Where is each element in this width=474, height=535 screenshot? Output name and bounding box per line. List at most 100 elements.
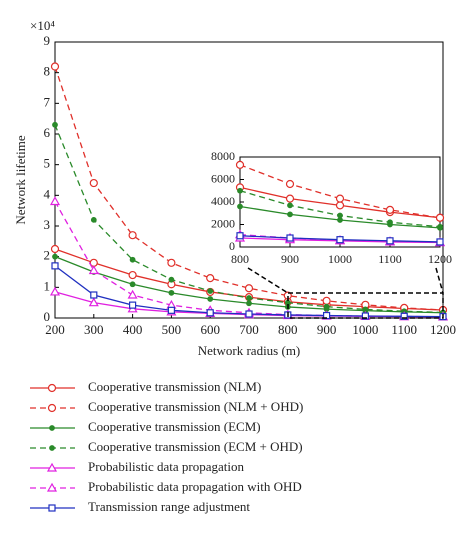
marker [129,256,136,263]
y-tick-label: 9 [44,33,51,48]
marker [435,213,445,222]
y-axis-label: Network lifetime [13,135,28,224]
zoom-box [287,292,444,319]
y-tick-label: 0 [229,239,235,253]
marker [167,306,175,314]
x-tick-label: 1100 [378,252,402,266]
marker [287,202,293,209]
marker [49,196,61,206]
y-multiplier: ×10⁴ [30,18,55,33]
legend-label: Cooperative transmission (NLM) [88,379,261,394]
marker [47,403,57,413]
marker [52,121,58,128]
marker [323,303,330,310]
marker [335,194,345,203]
y-tick-label: 3 [44,217,51,232]
marker [128,231,137,240]
x-tick-label: 600 [200,322,220,337]
marker [49,445,55,451]
y-tick-label: 1 [44,278,51,293]
marker [400,312,408,320]
marker [336,236,344,244]
x-tick-label: 500 [162,322,182,337]
marker [90,216,97,223]
x-tick-label: 1100 [391,322,417,337]
marker [285,179,295,189]
x-tick-label: 900 [281,252,299,266]
legend-label: Probabilistic data propagation with OHD [88,479,302,494]
marker [335,201,345,210]
legend-label: Cooperative transmission (NLM + OHD) [88,399,303,414]
marker [52,253,58,260]
marker [46,462,58,472]
x-tick-label: 1200 [430,322,456,337]
x-tick-label: 400 [123,322,143,337]
marker [322,296,331,305]
x-tick-label: 700 [239,322,259,337]
marker [49,286,61,296]
x-axis-label: Network radius (m) [198,343,301,358]
legend-label: Cooperative transmission (ECM) [88,419,261,434]
marker [207,296,214,302]
marker [287,211,293,218]
marker [129,281,136,288]
y-tick-label: 4 [44,186,51,201]
marker [128,270,137,280]
legend: Cooperative transmission (NLM) Cooperativ… [30,379,303,514]
marker [436,238,444,246]
marker [167,258,176,267]
marker [386,237,394,245]
marker [46,482,58,492]
y-tick-label: 6 [44,125,51,140]
marker [88,297,99,307]
x-tick-label: 800 [278,322,298,337]
marker [47,383,57,393]
marker [168,276,175,283]
marker [168,289,175,296]
marker [437,223,443,230]
legend-label: Cooperative transmission (ECM + OHD) [88,439,303,454]
x-tick-label: 1000 [352,322,378,337]
legend-label: Probabilistic data propagation [88,459,244,474]
marker [127,289,138,299]
x-tick-label: 1000 [328,252,352,266]
marker [207,288,214,294]
marker [244,284,254,293]
marker [285,194,295,203]
marker [246,295,252,301]
marker [51,262,59,270]
inset-plot: 800 900 1000 1100 1200 0 2000 4000 6000 8000 [211,149,452,266]
x-tick-label: 900 [317,322,337,337]
marker [237,203,243,210]
marker [237,187,243,194]
marker [50,62,60,71]
marker [337,212,343,219]
marker [361,312,369,320]
marker [235,160,245,169]
marker [88,265,99,275]
marker [49,425,55,431]
marker [48,504,56,512]
legend-label: Transmission range adjustment [88,499,250,514]
marker [246,300,252,307]
x-tick-label: 1200 [428,252,452,266]
y-tick-label: 7 [44,94,51,109]
y-tick-label: 6000 [211,171,235,185]
y-tick-label: 8000 [211,149,235,163]
y-tick-label: 2000 [211,216,235,230]
marker [286,234,294,242]
x-tick-label: 200 [45,322,65,337]
y-tick-label: 0 [44,309,51,324]
y-tick-label: 2 [44,248,51,263]
marker [129,301,137,309]
marker [387,219,393,226]
marker [90,291,98,299]
zoom-connector [435,267,444,294]
y-tick-label: 8 [44,64,51,79]
marker [385,205,395,214]
x-tick-label: 800 [231,252,249,266]
marker [50,244,60,254]
marker [206,309,214,317]
marker [206,274,215,283]
